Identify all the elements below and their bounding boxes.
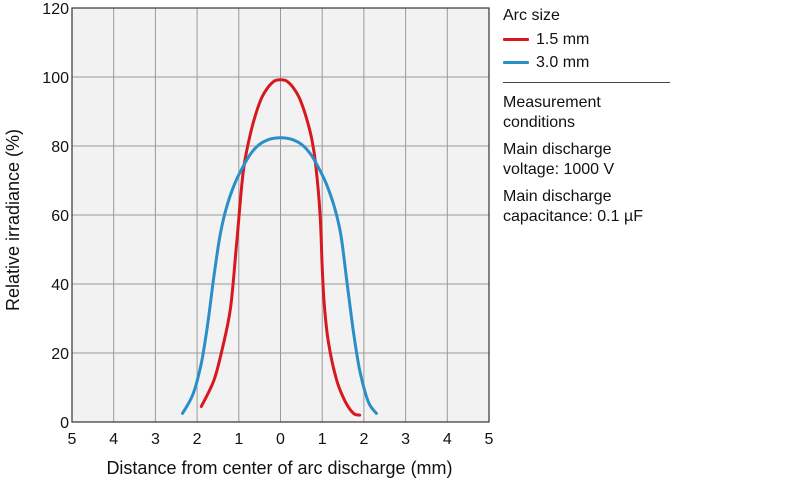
condition-voltage-line1: Main discharge	[503, 141, 612, 158]
legend-divider	[503, 82, 670, 83]
condition-capacitance-line2: capacitance: 0.1 µF	[503, 208, 643, 225]
legend-swatch-red	[503, 38, 529, 41]
x-tick-label: 2	[359, 431, 368, 448]
x-tick-label: 1	[318, 431, 327, 448]
y-tick-label: 0	[60, 415, 69, 432]
y-tick-label: 20	[51, 346, 69, 363]
series-layer	[181, 78, 378, 417]
x-tick-label: 2	[193, 431, 202, 448]
legend-title: Arc size	[503, 7, 560, 24]
x-tick-labels: 5 4 3 2 1 0 1 2 3 4 5	[68, 431, 494, 448]
y-tick-label: 60	[51, 208, 69, 225]
series-line-1-5-mm	[199, 78, 362, 417]
condition-voltage-line2: voltage: 1000 V	[503, 161, 615, 178]
x-axis-label: Distance from center of arc discharge (m…	[106, 458, 452, 478]
condition-capacitance-line1: Main discharge	[503, 188, 612, 205]
x-tick-label: 0	[276, 431, 285, 448]
x-tick-label: 1	[234, 431, 243, 448]
y-tick-label: 80	[51, 139, 69, 156]
plot-frame	[71, 7, 490, 423]
x-tick-label: 5	[68, 431, 77, 448]
x-tick-label: 3	[151, 431, 160, 448]
legend-item-1-5mm: 1.5 mm	[503, 28, 683, 51]
y-tick-label: 120	[42, 1, 69, 18]
irradiance-chart: 0 20 40 60 80 100 120 5 4 3 2 1 0 1 2 3 4 5 Distance fro…	[3, 1, 494, 478]
y-tick-labels: 0 20 40 60 80 100 120	[42, 1, 69, 432]
legend-label: 3.0 mm	[536, 53, 590, 71]
conditions-title-line2: conditions	[503, 114, 576, 131]
x-tick-label: 3	[401, 431, 410, 448]
x-tick-label: 4	[443, 431, 452, 448]
legend-label: 1.5 mm	[536, 30, 590, 48]
x-tick-label: 4	[109, 431, 118, 448]
series-line-3-0-mm	[181, 136, 378, 415]
condition-capacitance: Main discharge capacitance: 0.1 µF	[503, 187, 683, 227]
condition-voltage: Main discharge voltage: 1000 V	[503, 140, 683, 180]
conditions-title-line1: Measurement	[503, 94, 601, 111]
y-tick-label: 40	[51, 277, 69, 294]
y-tick-label: 100	[42, 70, 69, 87]
x-tick-label: 5	[485, 431, 494, 448]
legend: Arc size 1.5 mm 3.0 mm Measurement condi…	[503, 6, 683, 234]
y-axis-label: Relative irradiance (%)	[3, 129, 23, 311]
legend-item-3-0mm: 3.0 mm	[503, 51, 683, 74]
legend-swatch-blue	[503, 61, 529, 64]
conditions-title: Measurement conditions	[503, 93, 683, 133]
